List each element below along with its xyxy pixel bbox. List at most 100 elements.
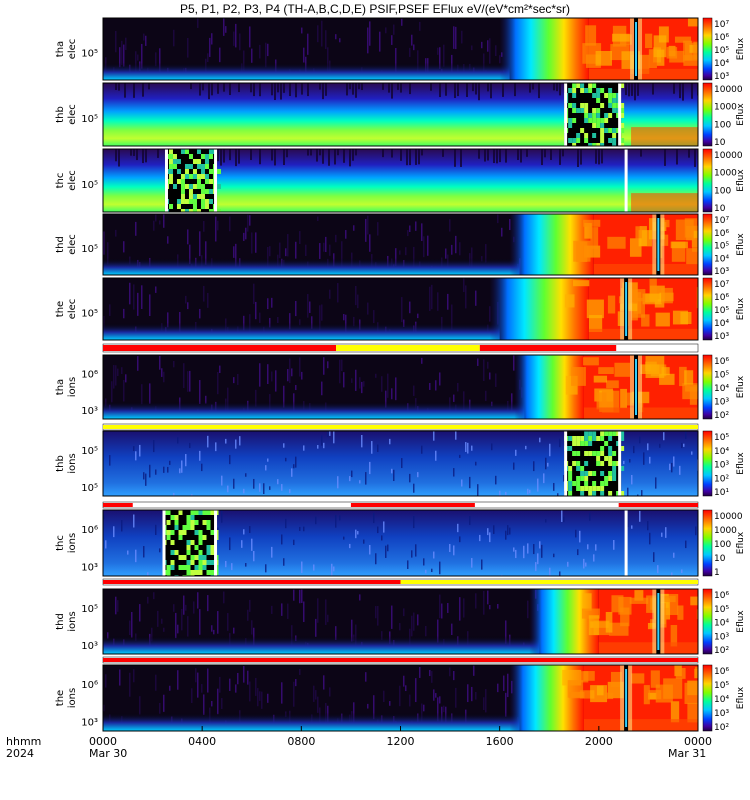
colorbar-tick: 10⁵	[714, 681, 729, 691]
mode-segment	[103, 658, 698, 662]
panel-probe-label: thc	[55, 535, 66, 551]
spike-line	[624, 510, 628, 576]
colorbar-tick: 10²	[714, 474, 729, 484]
colorbar	[702, 354, 713, 420]
panel-probe-label: tha	[55, 41, 66, 57]
y-tick-label: 10⁵	[81, 114, 98, 125]
colorbar-tick: 10⁴	[714, 619, 729, 629]
colorbar-tick: 10⁶	[714, 591, 729, 601]
colorbar-tick: 10⁴	[714, 254, 729, 264]
colorbar	[702, 664, 713, 732]
colorbar-tick: 10³	[714, 709, 729, 719]
x-tick-label: 0800	[287, 735, 315, 748]
colorbar-tick: 10⁵	[714, 46, 729, 56]
colorbar-tick: 10	[714, 554, 726, 564]
panel-species-label: elec	[67, 170, 78, 191]
colorbar-tick: 10⁶	[714, 33, 729, 43]
y-tick-label: 10⁵	[81, 244, 98, 255]
colorbar-label: Eflux	[736, 297, 746, 320]
y-tick-label: 10⁵	[81, 446, 98, 457]
colorbar-tick: 10³	[714, 72, 729, 82]
colorbar-tick: 10⁴	[714, 319, 729, 329]
colorbar-tick: 10³	[714, 267, 729, 277]
mode-segment	[103, 345, 337, 351]
colorbar-tick: 100	[714, 186, 731, 196]
panel-species-label: elec	[67, 104, 78, 125]
colorbar-tick: 10¹	[714, 488, 729, 498]
panel-species-label: ions	[67, 377, 78, 397]
colorbar	[702, 277, 713, 341]
y-tick-label: 10⁵	[81, 48, 98, 59]
y-tick-label: 10⁵	[81, 483, 98, 494]
colorbar-tick: 10²	[714, 723, 729, 733]
colorbar-tick: 1000	[714, 526, 737, 536]
x-tick-label: 0000	[684, 735, 712, 748]
colorbar-tick: 100	[714, 120, 731, 130]
colorbar-tick: 10²	[714, 646, 729, 656]
panel-probe-label: the	[55, 301, 66, 317]
colorbar-tick: 1	[714, 568, 720, 578]
colorbar-tick: 10	[714, 138, 726, 148]
panel-probe-label: thd	[55, 236, 66, 253]
colorbar	[702, 509, 713, 577]
y-tick-label: 10³	[81, 718, 98, 729]
colorbar-tick: 10³	[714, 332, 729, 342]
colorbar-tick: 1000	[714, 103, 737, 113]
panel-species-label: ions	[67, 533, 78, 553]
colorbar-tick: 10⁵	[714, 306, 729, 316]
colorbar-tick: 10⁶	[714, 357, 729, 367]
colorbar-tick: 10000	[714, 151, 743, 161]
colorbar-label: Eflux	[736, 103, 746, 126]
colorbar-tick: 10⁴	[714, 695, 729, 705]
spike-line	[624, 149, 628, 212]
panel-species-label: elec	[67, 234, 78, 255]
y-tick-label: 10³	[81, 641, 98, 652]
colorbar	[702, 148, 713, 213]
colorbar-tick: 10⁵	[714, 605, 729, 615]
chart-title: P5, P1, P2, P3, P4 (TH-A,B,C,D,E) PSIF,P…	[179, 2, 571, 16]
mode-segment	[400, 580, 698, 584]
panel-species-label: ions	[67, 453, 78, 473]
colorbar	[702, 82, 713, 147]
colorbar-tick: 10⁴	[714, 59, 729, 69]
colorbar-tick: 10000	[714, 512, 743, 522]
panel-probe-label: thc	[55, 173, 66, 189]
colorbar-tick: 10⁵	[714, 371, 729, 381]
panel-thc-elec: thc elec 10⁵ 10000 1000 100 10 Eflux	[55, 148, 746, 214]
x-date-start: Mar 30	[89, 747, 127, 760]
panel-species-label: ions	[67, 611, 78, 631]
y-tick-label: 10⁵	[81, 308, 98, 319]
x-tick-label: 1600	[486, 735, 514, 748]
colorbar	[702, 588, 713, 655]
colorbar-label: Eflux	[736, 452, 746, 475]
colorbar	[702, 213, 713, 276]
y-tick-label: 10³	[81, 563, 98, 574]
y-tick-label: 10⁶	[81, 680, 98, 691]
colorbar-tick: 10⁷	[714, 20, 729, 30]
y-tick-label: 10⁶	[81, 525, 98, 536]
colorbar-tick: 10⁶	[714, 293, 729, 303]
panel-species-label: elec	[67, 39, 78, 60]
colorbar-tick: 10⁵	[714, 242, 729, 252]
x-tick-label: 2000	[585, 735, 613, 748]
colorbar-tick: 1000	[714, 169, 737, 179]
x-tick-label: 0000	[89, 735, 117, 748]
mode-segment	[618, 503, 698, 507]
y-tick-label: 10⁶	[81, 369, 98, 380]
colorbar-label: Eflux	[736, 233, 746, 256]
colorbar-label: Eflux	[736, 686, 746, 709]
colorbar-tick: 10⁷	[714, 280, 729, 290]
y-tick-label: 10³	[81, 406, 98, 417]
colorbar-tick: 10	[714, 204, 726, 214]
colorbar-label: Eflux	[736, 37, 746, 60]
panel-probe-label: thd	[55, 613, 66, 630]
panel-thb-elec: thb elec 10⁵ 10000 1000 100 10 Eflux	[55, 82, 746, 148]
mode-segment	[350, 503, 475, 507]
x-tick-label: 0400	[188, 735, 216, 748]
